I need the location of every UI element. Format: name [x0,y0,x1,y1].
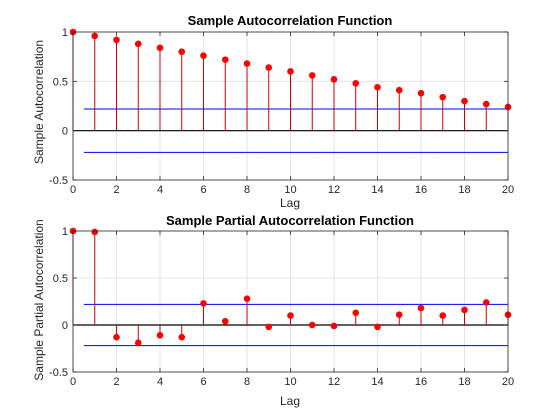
pacf-stem-marker [243,295,251,302]
acf-stem-marker [221,56,229,63]
pacf-ytick-label: 0 [62,320,68,332]
pacf-stem-marker [461,306,468,314]
acf-stem-marker [308,72,316,79]
pacf-stem-marker [439,312,447,319]
acf-xtick-label: 0 [70,184,76,196]
acf-ytick-label: 1 [62,27,68,39]
acf-stem-marker [395,86,403,94]
acf-stem-marker [265,64,273,71]
pacf-stem-marker [417,304,425,312]
pacf-stem-marker [395,311,403,318]
pacf-panel: Sample Partial Autocorrelation Function … [32,213,514,408]
pacf-stem-marker [287,312,294,319]
acf-stem-marker [417,89,425,97]
pacf-xtick-label: 12 [328,376,340,388]
acf-stem-marker [374,83,381,91]
pacf-ylabel: Sample Partial Autocorrelation [32,219,46,380]
pacf-xtick-label: 4 [157,376,163,388]
pacf-stem-marker [308,321,316,329]
acf-stem-marker [461,97,468,105]
acf-stem-marker [287,68,294,75]
acf-xtick-label: 8 [244,184,250,196]
pacf-stem-marker [221,317,229,325]
acf-ytick-label: -0.5 [49,175,68,187]
pacf-stem-marker [374,323,381,331]
acf-stem-marker [178,48,186,56]
acf-xtick-label: 16 [415,184,427,196]
pacf-xtick-label: 6 [200,376,206,388]
pacf-stem-marker [178,333,186,341]
acf-stem-marker [156,44,164,52]
pacf-stem-marker [352,309,360,317]
pacf-stem-marker [200,300,207,307]
acf-stem-marker [200,52,207,59]
acf-ylabel: Sample Autocorrelation [32,40,46,164]
pacf-stem-marker [482,299,490,306]
pacf-title: Sample Partial Autocorrelation Function [166,213,414,228]
acf-xlabel: Lag [280,196,300,210]
pacf-xtick-label: 18 [458,376,470,388]
acf-xtick-label: 12 [328,184,340,196]
acf-stem-marker [91,32,99,40]
acf-xtick-label: 2 [113,184,119,196]
acf-xtick-label: 10 [284,184,296,196]
pacf-xtick-label: 2 [113,376,119,388]
pacf-stem-marker [330,322,338,330]
acf-ytick-label: 0 [62,126,68,138]
acf-stem-marker [439,93,447,101]
pacf-xtick-label: 16 [415,376,427,388]
pacf-xtick-label: 8 [244,376,250,388]
pacf-ytick-label: -0.5 [49,367,68,379]
pacf-xtick-label: 10 [284,376,296,388]
pacf-stem-marker [156,332,164,339]
pacf-ytick-label: 1 [62,226,68,238]
acf-stem-marker [330,76,338,83]
acf-stem-marker [134,40,142,48]
acf-xtick-label: 4 [157,184,163,196]
acf-xtick-label: 6 [200,184,206,196]
pacf-stem-marker [265,323,273,331]
pacf-xlabel: Lag [280,394,300,408]
pacf-stem-marker [134,339,142,347]
pacf-xtick-label: 0 [70,376,76,388]
acf-xtick-label: 18 [458,184,470,196]
acf-stem-marker [113,36,120,44]
pacf-stem-marker [91,228,99,236]
pacf-ytick-label: 0.5 [53,273,68,285]
acf-stem-marker [482,100,490,108]
pacf-xtick-label: 20 [502,376,514,388]
acf-title: Sample Autocorrelation Function [188,13,393,28]
acf-stem-marker [352,80,360,87]
acf-ytick-label: 0.5 [53,76,68,88]
acf-xtick-label: 20 [502,184,514,196]
pacf-xtick-label: 14 [371,376,383,388]
acf-xtick-label: 14 [371,184,383,196]
pacf-stem-marker [113,333,120,341]
acf-stem-marker [243,60,251,67]
acf-panel: Sample Autocorrelation Function Lag Samp… [32,13,514,210]
